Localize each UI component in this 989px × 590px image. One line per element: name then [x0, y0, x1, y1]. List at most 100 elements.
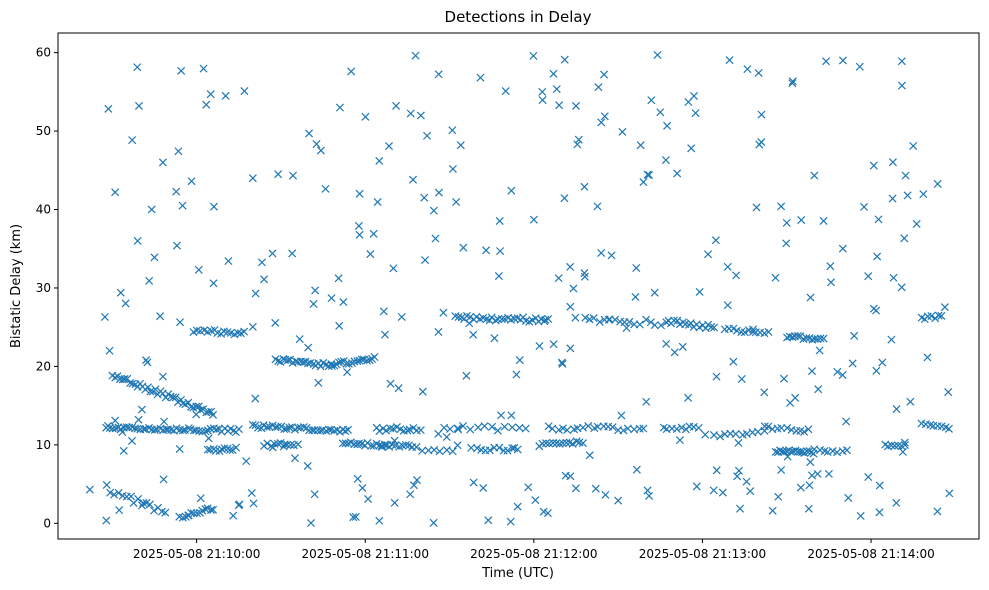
- data-point: [561, 471, 570, 480]
- data-point: [694, 423, 703, 432]
- data-point: [335, 321, 344, 330]
- data-point: [273, 422, 282, 431]
- data-point: [334, 274, 343, 283]
- data-point: [566, 344, 575, 353]
- data-point: [744, 326, 753, 335]
- data-point: [656, 108, 665, 117]
- data-point: [645, 170, 654, 180]
- data-point: [224, 257, 233, 266]
- data-point: [890, 441, 899, 450]
- data-point: [309, 299, 318, 308]
- data-point: [420, 193, 429, 202]
- y-tick-label: 60: [36, 46, 51, 60]
- data-point: [578, 423, 587, 432]
- data-point: [752, 203, 761, 212]
- data-point: [127, 492, 136, 501]
- data-point: [212, 425, 221, 434]
- data-point: [555, 439, 564, 448]
- data-point: [242, 457, 251, 466]
- data-point: [290, 454, 300, 463]
- data-point: [409, 481, 418, 490]
- data-point: [260, 275, 269, 284]
- data-point: [623, 424, 632, 433]
- data-point: [764, 327, 773, 336]
- data-point: [944, 388, 953, 397]
- data-point: [453, 441, 462, 450]
- data-point: [110, 490, 119, 499]
- data-point: [234, 425, 243, 434]
- data-point: [337, 357, 346, 366]
- data-point: [734, 466, 743, 475]
- data-point: [788, 77, 797, 86]
- data-point: [274, 356, 283, 366]
- data-point: [495, 216, 504, 226]
- data-point: [787, 425, 796, 434]
- data-point: [842, 417, 851, 426]
- data-point: [380, 330, 389, 339]
- data-point: [898, 447, 907, 456]
- data-point: [779, 374, 789, 383]
- data-point: [771, 447, 780, 456]
- y-tick-label: 30: [36, 281, 51, 295]
- data-point: [737, 374, 746, 383]
- x-axis: 2025-05-08 21:10:00 2025-05-08 21:11:00 20…: [133, 539, 935, 561]
- data-point: [894, 441, 903, 450]
- data-point: [390, 498, 399, 507]
- data-point: [209, 279, 218, 288]
- data-point: [106, 488, 115, 497]
- data-point: [160, 417, 169, 426]
- data-point: [408, 175, 418, 184]
- data-point: [808, 367, 817, 376]
- y-tick-label: 40: [36, 203, 51, 217]
- data-point: [636, 141, 645, 150]
- data-point: [743, 65, 752, 74]
- data-point: [349, 513, 358, 522]
- data-point: [358, 483, 367, 493]
- data-point: [625, 317, 634, 326]
- data-point: [474, 423, 483, 432]
- data-point: [388, 440, 397, 449]
- data-point: [304, 343, 313, 352]
- data-point: [172, 241, 181, 250]
- data-point: [493, 426, 502, 435]
- data-point: [288, 249, 297, 258]
- data-point: [755, 140, 764, 149]
- data-point: [711, 236, 720, 245]
- data-point: [288, 171, 298, 180]
- data-point: [199, 64, 208, 73]
- data-point: [327, 294, 336, 303]
- data-point: [635, 320, 644, 329]
- data-point: [178, 426, 187, 435]
- data-point: [573, 140, 582, 149]
- data-point: [760, 422, 769, 431]
- data-point: [194, 265, 203, 274]
- data-point: [709, 486, 718, 495]
- data-point: [373, 197, 382, 207]
- data-point: [115, 506, 124, 515]
- data-point: [161, 508, 170, 517]
- data-point: [178, 513, 187, 522]
- chart-title: Detections in Delay: [445, 8, 592, 26]
- data-point: [581, 313, 590, 322]
- data-point: [247, 488, 256, 498]
- data-point: [116, 288, 125, 297]
- data-point: [431, 234, 440, 243]
- data-point: [497, 411, 506, 420]
- data-point: [549, 69, 558, 78]
- data-point: [535, 341, 544, 351]
- data-point: [888, 194, 897, 203]
- data-point: [221, 91, 230, 100]
- data-point: [601, 490, 610, 499]
- data-point: [642, 397, 651, 406]
- data-point: [656, 321, 666, 330]
- data-point: [85, 485, 94, 494]
- data-point: [448, 164, 457, 174]
- data-point: [800, 427, 809, 436]
- data-point: [171, 393, 180, 402]
- data-point: [209, 202, 218, 211]
- data-point: [797, 216, 806, 225]
- data-point: [355, 230, 364, 239]
- data-point: [888, 158, 897, 167]
- data-point: [495, 443, 504, 452]
- data-point: [421, 256, 430, 265]
